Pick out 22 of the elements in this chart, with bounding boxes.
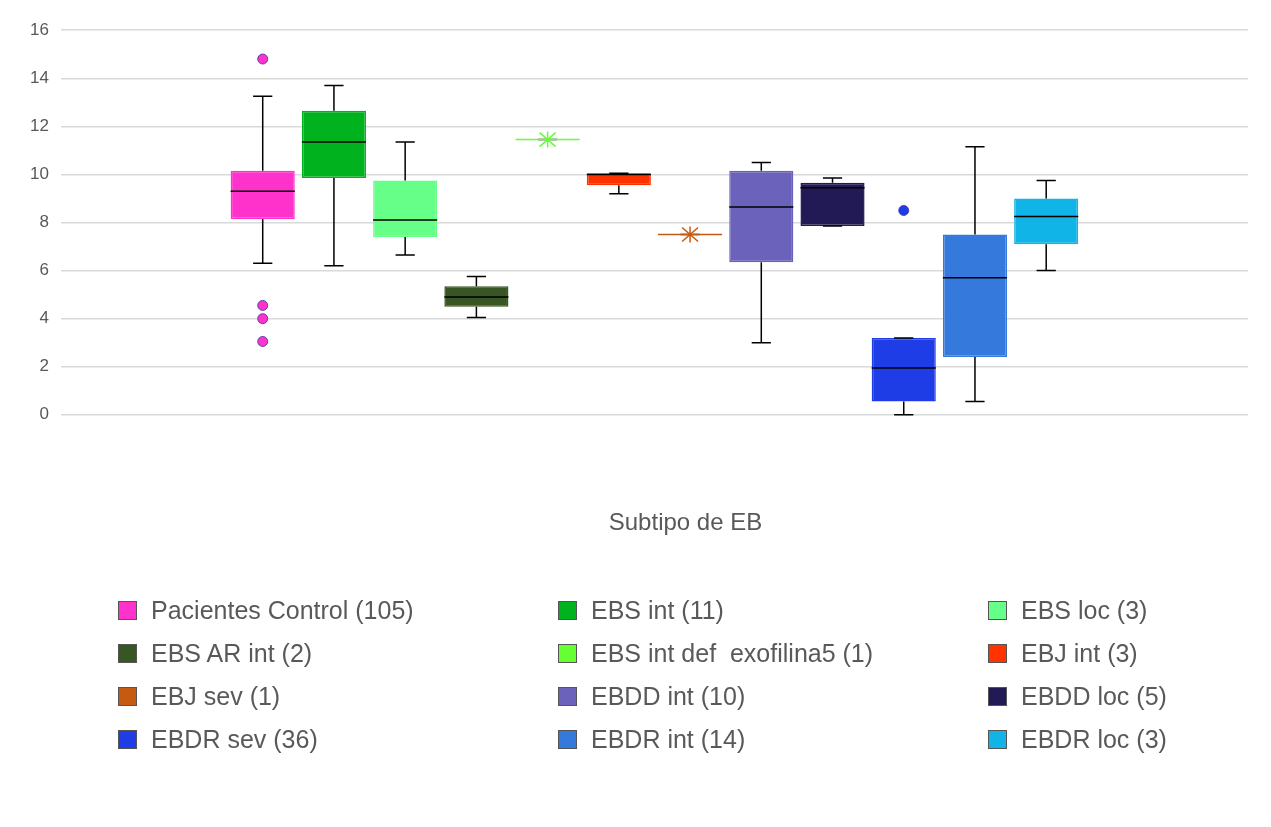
legend-label: EBDR loc (3) <box>1021 725 1167 754</box>
legend-label: EBS AR int (2) <box>151 639 313 668</box>
legend-label: EBJ sev (1) <box>151 682 281 711</box>
legend-label: EBDD loc (5) <box>1021 682 1167 711</box>
x-axis-title: Subtipo de EB <box>607 508 764 536</box>
legend-label: EBS int (11) <box>591 596 724 625</box>
y-tick-label: 4 <box>39 308 49 328</box>
legend-label: EBS loc (3) <box>1021 596 1148 625</box>
y-tick-label: 8 <box>39 212 49 232</box>
y-tick-label: 14 <box>29 67 49 87</box>
y-tick-label: 0 <box>39 404 49 424</box>
y-tick-label: 16 <box>29 19 49 39</box>
y-tick-label: 6 <box>39 260 49 280</box>
legend-label: EBDR sev (36) <box>151 725 318 754</box>
legend-label: EBDR int (14) <box>591 725 746 754</box>
legend-label: EBDD int (10) <box>591 682 746 711</box>
y-tick-label: 2 <box>39 356 49 376</box>
legend-label: EBS int def exofilina5 (1) <box>591 639 874 668</box>
legend-label: Pacientes Control (105) <box>151 596 414 625</box>
y-tick-label: 12 <box>29 116 49 136</box>
legend-label: EBJ int (3) <box>1021 639 1138 668</box>
y-tick-label: 10 <box>29 164 49 184</box>
